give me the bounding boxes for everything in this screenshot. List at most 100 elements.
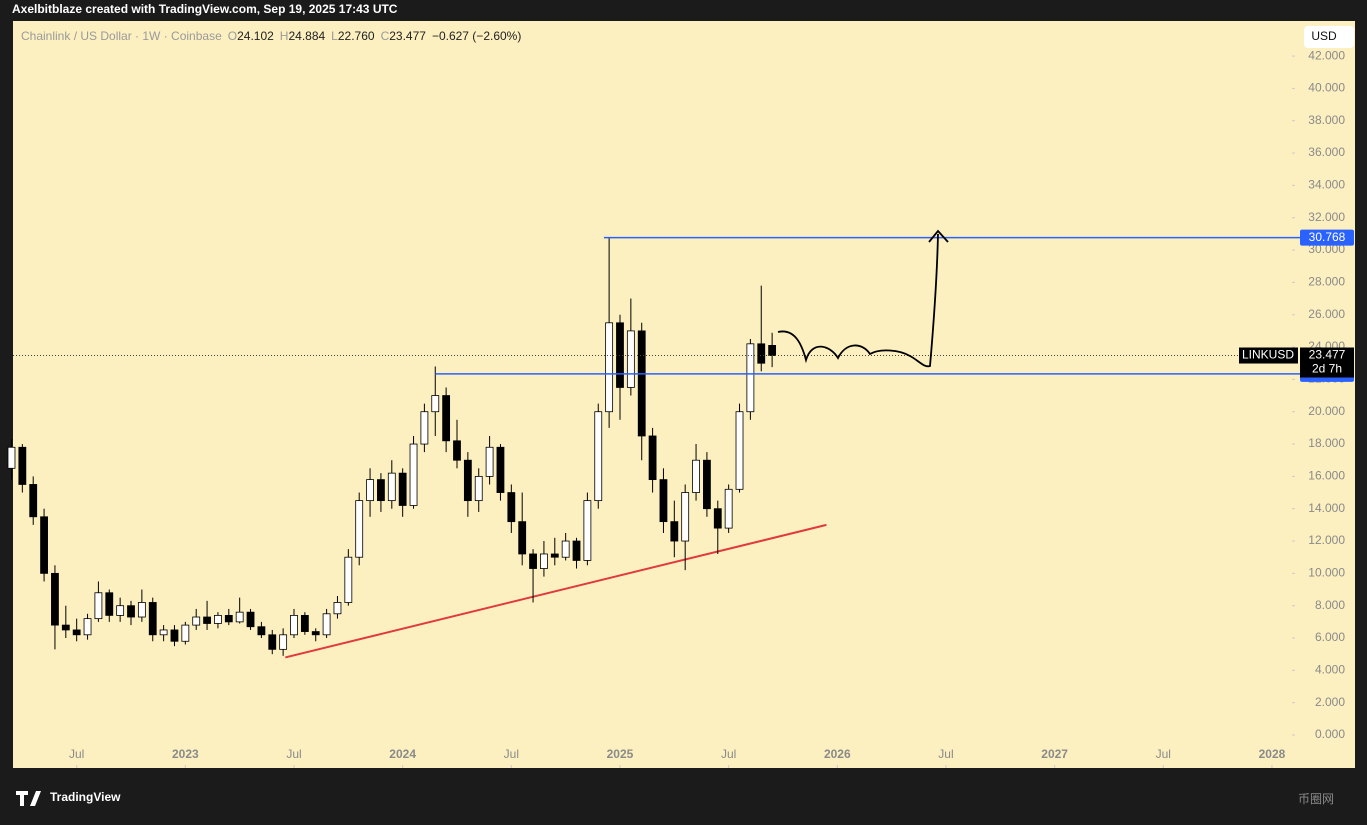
candle-body bbox=[703, 459, 711, 510]
candle-body bbox=[344, 556, 353, 603]
change: −0.627 (−2.60%) bbox=[432, 29, 521, 43]
candle-body bbox=[583, 500, 592, 561]
symbol-tag-text: LINKUSD bbox=[1242, 348, 1294, 362]
candle-body bbox=[366, 479, 374, 502]
candle-body bbox=[420, 411, 429, 445]
currency[interactable]: USD bbox=[1311, 29, 1337, 43]
currency-button[interactable] bbox=[1304, 26, 1354, 48]
symbol-tag bbox=[1239, 347, 1298, 364]
x-tick-label: 2027 bbox=[1041, 747, 1068, 761]
y-tick-label: 8.000 bbox=[1315, 598, 1345, 612]
candle-body bbox=[268, 634, 277, 650]
y-tick-label: 4.000 bbox=[1315, 663, 1345, 677]
candle-body bbox=[757, 343, 766, 364]
candle-body bbox=[214, 614, 222, 624]
candle-body bbox=[594, 411, 603, 502]
candle-body bbox=[333, 602, 342, 615]
candle-body bbox=[170, 629, 179, 642]
candle-body bbox=[355, 500, 364, 558]
candle-body bbox=[192, 616, 201, 626]
candle-body bbox=[377, 479, 385, 502]
y-tick-label: 6.000 bbox=[1315, 630, 1345, 644]
y-tick-label: 16.000 bbox=[1308, 469, 1345, 483]
candle-body bbox=[279, 634, 288, 650]
ohlc-key: L bbox=[331, 29, 338, 43]
y-tick-label: 18.000 bbox=[1308, 436, 1345, 450]
candle-body bbox=[518, 521, 527, 555]
candle-body bbox=[681, 492, 690, 542]
y-tick-label: 36.000 bbox=[1308, 145, 1345, 159]
candle-body bbox=[746, 343, 755, 413]
candle-body bbox=[626, 330, 635, 388]
y-tick-label: 32.000 bbox=[1308, 210, 1345, 224]
x-tick-label: 2023 bbox=[172, 747, 199, 761]
price-label: 30.768 bbox=[1309, 230, 1346, 244]
candle-body bbox=[735, 411, 744, 490]
y-tick-label: 14.000 bbox=[1308, 501, 1345, 515]
candle-body bbox=[94, 592, 103, 620]
candle-body bbox=[550, 553, 559, 558]
candle-body bbox=[605, 322, 614, 413]
y-tick-label: 40.000 bbox=[1308, 81, 1345, 95]
candle-body bbox=[540, 553, 548, 569]
ohlc-key: C bbox=[381, 29, 390, 43]
x-tick-label: Jul bbox=[69, 747, 84, 761]
candle-body bbox=[137, 602, 146, 618]
candle-body bbox=[692, 459, 700, 493]
y-tick-label: 42.000 bbox=[1308, 48, 1345, 62]
credit: Axelbitblaze created with TradingView.co… bbox=[12, 2, 398, 16]
candle-body bbox=[72, 629, 81, 636]
candle-body bbox=[431, 395, 440, 413]
candle-body bbox=[311, 631, 320, 636]
candle-body bbox=[496, 446, 505, 493]
candle-body bbox=[105, 592, 114, 616]
ohlc-value: 24.884 bbox=[288, 29, 325, 43]
last-price-box bbox=[1300, 347, 1354, 378]
y-tick-label: 38.000 bbox=[1308, 113, 1345, 127]
y-tick-label: 30.000 bbox=[1308, 242, 1345, 256]
watermark: 币圈网 bbox=[1298, 792, 1334, 806]
candle-body bbox=[246, 611, 255, 628]
x-tick-label: Jul bbox=[721, 747, 736, 761]
candle-body bbox=[453, 440, 461, 461]
y-tick-label: 26.000 bbox=[1308, 307, 1345, 321]
plot: 0.000 2.000 4.000 6.000 8.000 10.000 12.000 14.… bbox=[7, 48, 1354, 768]
y-tick-label: 10.000 bbox=[1308, 566, 1345, 580]
countdown: 2d 7h bbox=[1312, 362, 1342, 376]
candle-body bbox=[768, 345, 777, 356]
candle-body bbox=[51, 572, 59, 626]
candle-body bbox=[387, 472, 396, 502]
ohlc-value: 22.760 bbox=[338, 29, 375, 43]
candle-body bbox=[159, 629, 168, 636]
candle-body bbox=[659, 479, 668, 523]
candle-body bbox=[61, 624, 70, 631]
candle-body bbox=[224, 614, 233, 623]
y-tick-label: 28.000 bbox=[1308, 275, 1345, 289]
candle-body bbox=[83, 618, 92, 636]
x-tick-label: 2026 bbox=[824, 747, 851, 761]
x-tick-label: Jul bbox=[504, 747, 519, 761]
x-tick-label: 2028 bbox=[1259, 747, 1286, 761]
candle-body bbox=[116, 605, 125, 616]
last-price-text: 23.477 bbox=[1309, 348, 1346, 362]
ohlc-key: H bbox=[280, 29, 289, 43]
candle-body bbox=[474, 475, 483, 502]
candle-body bbox=[507, 492, 516, 523]
candle-body bbox=[127, 605, 135, 618]
sketch-path bbox=[777, 233, 939, 368]
y-tick-label: 12.000 bbox=[1308, 533, 1345, 547]
candle-body bbox=[29, 484, 38, 518]
candle-body bbox=[724, 488, 733, 529]
candle-body bbox=[7, 446, 16, 469]
ohlc-key: O bbox=[228, 29, 237, 43]
y-tick-label: 2.000 bbox=[1315, 695, 1345, 709]
x-tick-label: Jul bbox=[286, 747, 301, 761]
candle-body bbox=[572, 540, 581, 561]
y-tick-label: 20.000 bbox=[1308, 404, 1345, 418]
x-tick-label: Jul bbox=[938, 747, 953, 761]
trendline bbox=[285, 523, 827, 659]
brand[interactable]: TradingView bbox=[50, 790, 121, 804]
x-tick-label: Jul bbox=[1156, 747, 1171, 761]
candle-body bbox=[322, 613, 331, 636]
